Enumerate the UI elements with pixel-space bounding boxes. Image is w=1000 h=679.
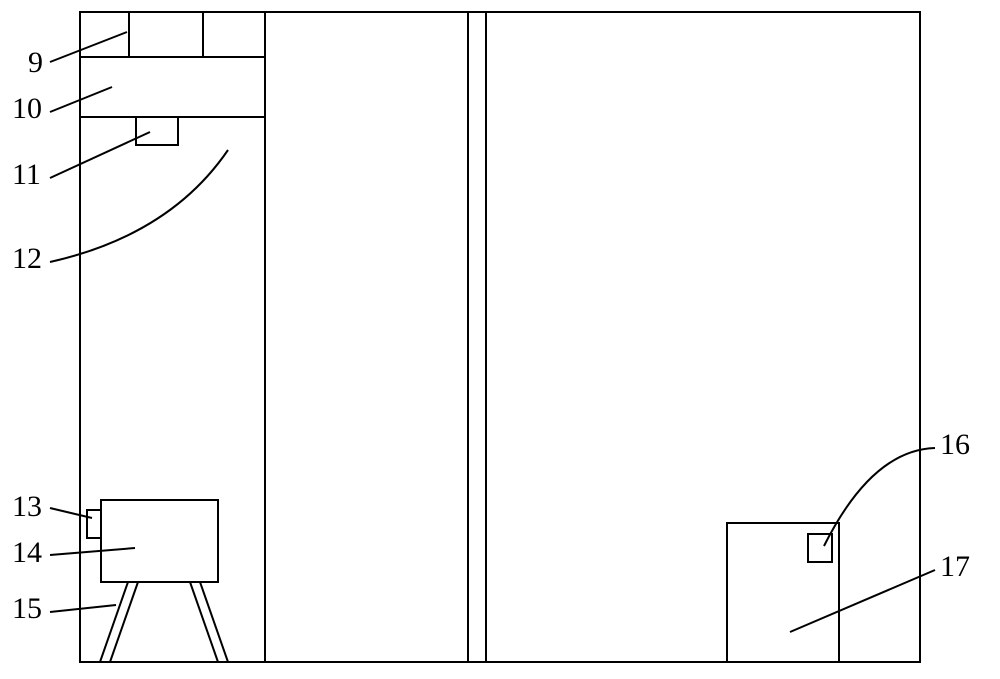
label-16: 16 [940, 428, 970, 461]
label-13: 13 [12, 490, 42, 523]
box-left-nub [87, 510, 101, 538]
box-left [101, 500, 218, 582]
label-9: 9 [28, 46, 43, 79]
label-12: 12 [12, 242, 42, 275]
crossbar [80, 57, 265, 117]
leader-13 [50, 508, 92, 518]
outer-frame [80, 12, 920, 662]
leader-14 [50, 548, 135, 555]
box-right [727, 523, 839, 662]
small-block [136, 117, 178, 145]
label-15: 15 [12, 592, 42, 625]
label-14: 14 [12, 536, 42, 569]
leader-17 [790, 570, 935, 632]
leader-15 [50, 605, 116, 612]
label-17: 17 [940, 550, 970, 583]
label-11: 11 [12, 158, 41, 191]
label-10: 10 [12, 92, 42, 125]
leader-11 [50, 132, 150, 178]
top-block [129, 12, 203, 57]
leader-16 [824, 448, 935, 546]
